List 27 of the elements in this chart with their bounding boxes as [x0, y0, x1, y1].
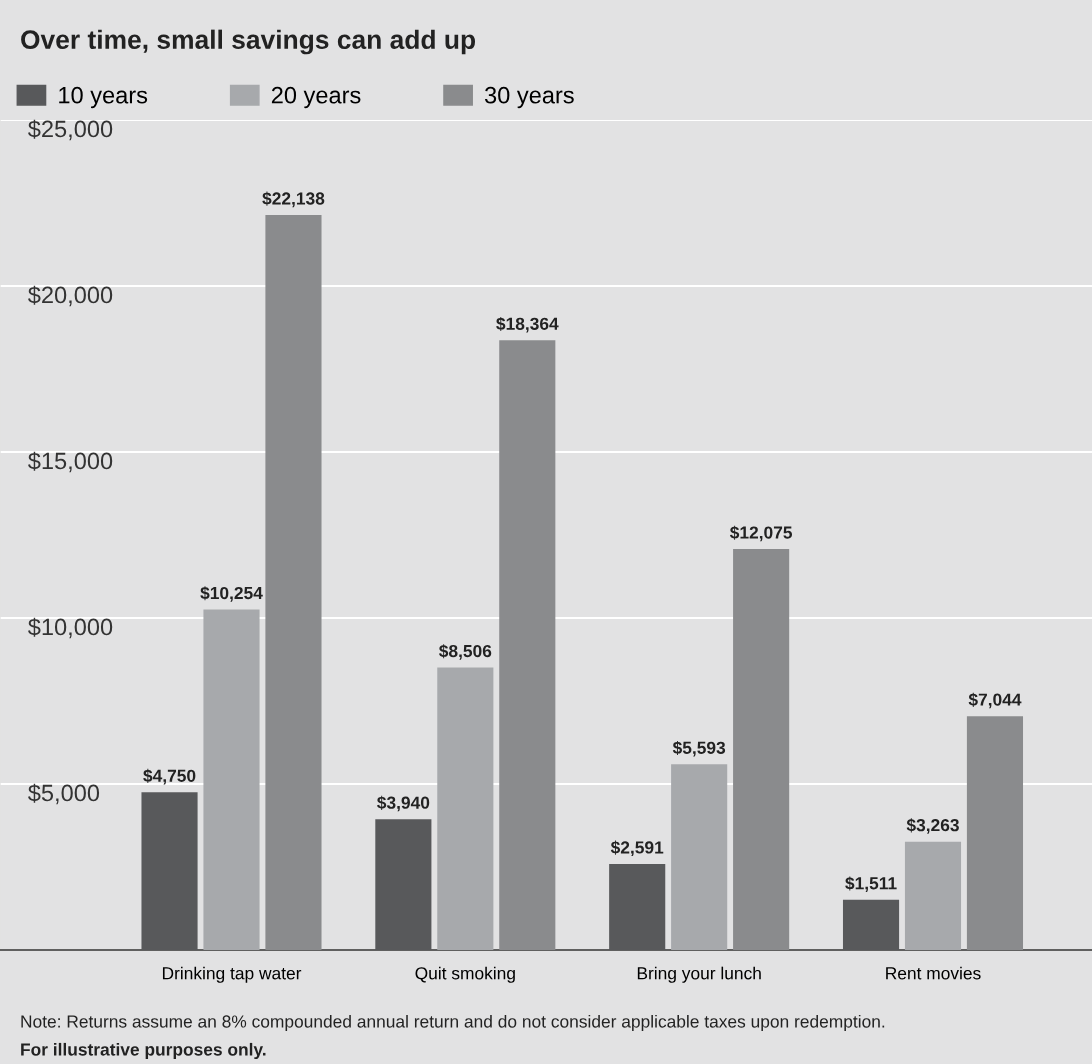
- legend-label: 20 years: [271, 86, 361, 109]
- legend-label: 10 years: [59, 86, 148, 109]
- legend-label: 30 years: [484, 86, 574, 109]
- text: $18,364: [496, 316, 559, 333]
- text: $8,506: [439, 644, 492, 660]
- x-tick-label: Drinking tap water: [162, 966, 302, 983]
- text: $12,075: [729, 525, 793, 542]
- y-tick-label: $20,000: [28, 285, 113, 307]
- y-tick-label: $25,000: [28, 119, 113, 141]
- y-tick-label: $10,000: [28, 617, 113, 639]
- x-tick-label: Bring your lunch: [637, 966, 761, 983]
- x-tick-label: Quit smoking: [415, 966, 515, 983]
- y-tick-label: $15,000: [28, 451, 113, 473]
- text: $2,591: [610, 840, 664, 857]
- text: $5,593: [672, 740, 726, 757]
- text: For illustrative purposes only.: [21, 1042, 266, 1060]
- text: $1,511: [845, 876, 897, 892]
- text: $7,044: [968, 692, 1022, 709]
- text: $22,138: [262, 191, 325, 208]
- text: $10,254: [200, 586, 263, 602]
- x-tick-label: Rent movies: [886, 966, 981, 980]
- text: $3,940: [377, 795, 430, 812]
- text: $4,750: [143, 768, 196, 785]
- text: $3,263: [906, 818, 959, 834]
- text: Note: Returns assume an 8% compounded annual return and do not consider applicable taxes upon redemption.: [21, 1014, 885, 1032]
- y-tick-label: $5,000: [28, 783, 100, 805]
- chart-title: Over time, small savings can add up: [21, 29, 476, 55]
